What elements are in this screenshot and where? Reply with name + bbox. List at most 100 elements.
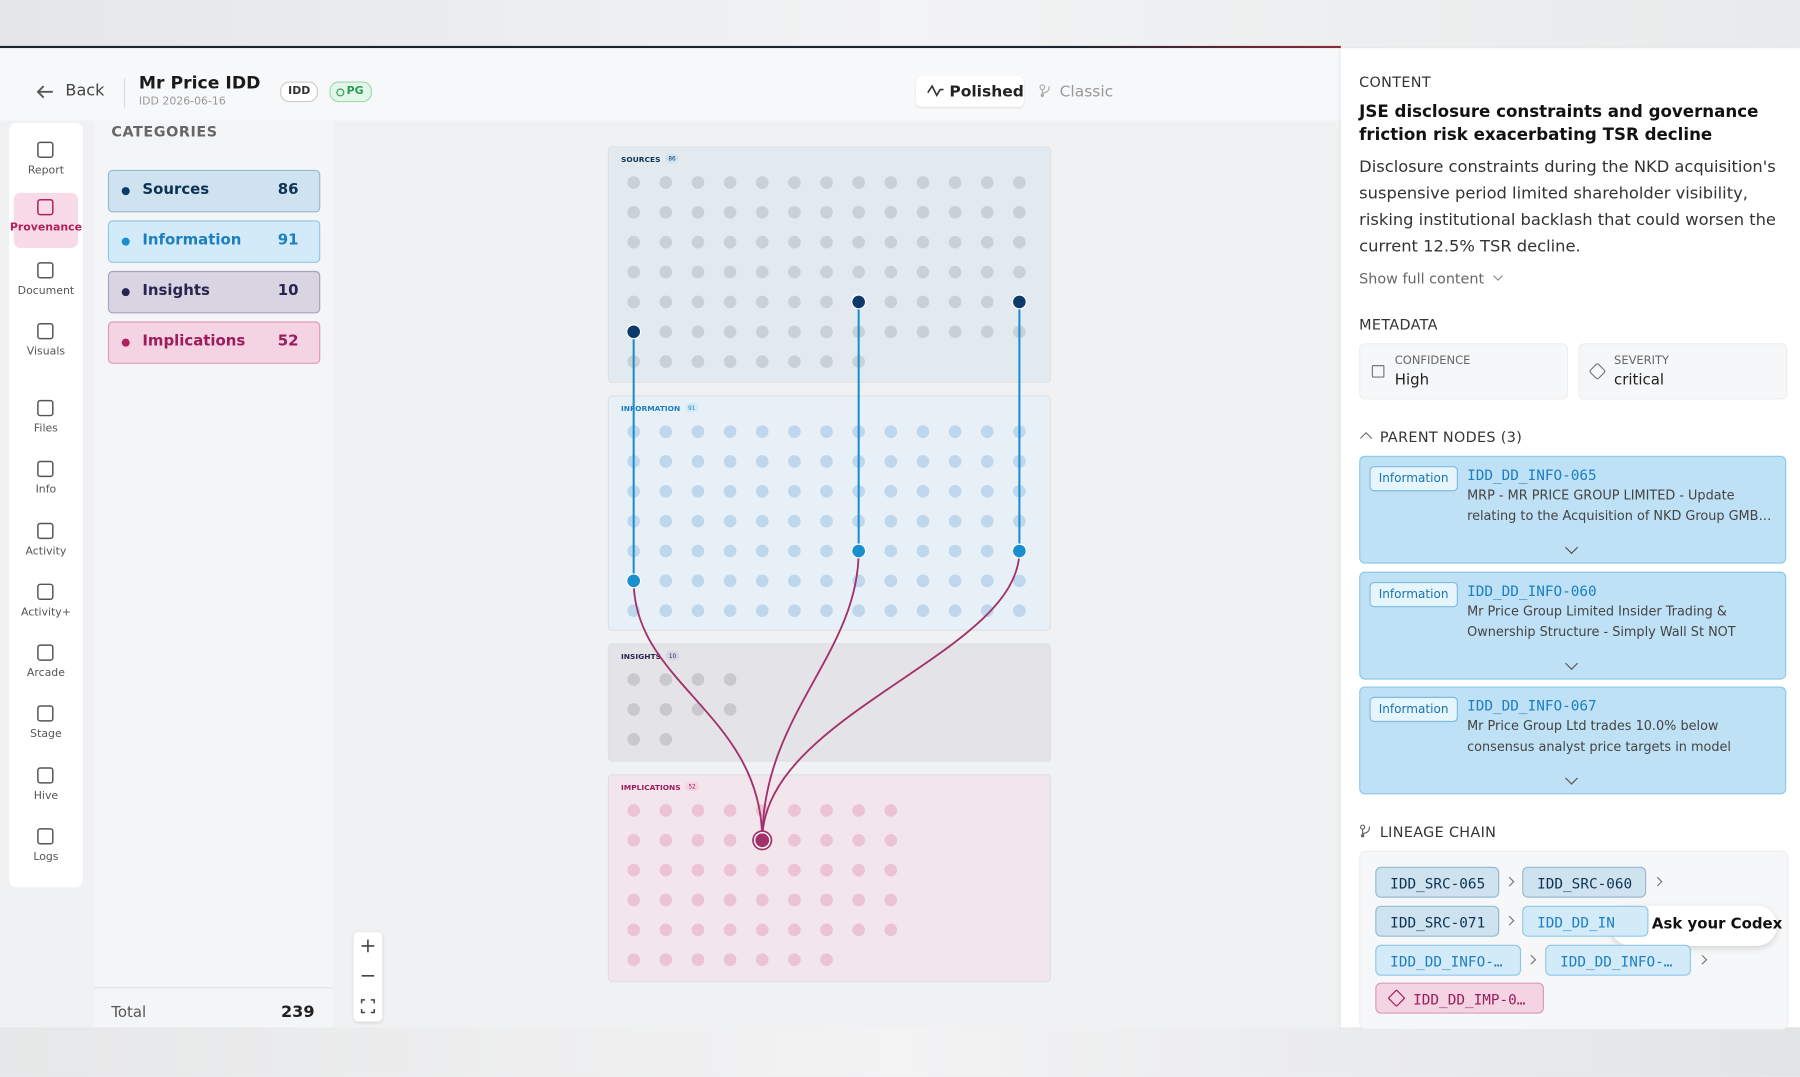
metadata-label: SEVERITY xyxy=(1614,354,1670,368)
nav-item[interactable]: Arcade xyxy=(26,666,65,680)
graph-node-active xyxy=(1011,294,1027,310)
classic-tab-label[interactable]: Classic xyxy=(1059,82,1114,102)
lineage-chip[interactable]: IDD_DD_IN xyxy=(1522,905,1649,937)
category-name[interactable]: Information xyxy=(142,231,242,250)
polished-tab-label[interactable]: Polished xyxy=(949,82,1024,102)
graph-node-active xyxy=(626,573,642,589)
lineage-chip[interactable]: IDD_SRC-060 xyxy=(1522,866,1647,898)
graph-node xyxy=(884,604,898,618)
graph-node xyxy=(659,325,673,339)
lineage-chip[interactable]: IDD_DD_INFO-… xyxy=(1375,944,1522,976)
section-label: LINEAGE CHAIN xyxy=(1379,823,1497,841)
graph-node xyxy=(820,923,833,937)
graph-node xyxy=(627,265,640,279)
graph-node xyxy=(980,514,994,528)
graph-node xyxy=(659,295,673,309)
graph-node xyxy=(788,325,801,339)
nav-item[interactable]: Activity+ xyxy=(20,606,71,619)
graph-node xyxy=(948,265,962,279)
category[interactable] xyxy=(107,270,321,314)
graph-node xyxy=(691,265,705,279)
ask-label[interactable]: Ask your Codex xyxy=(1651,916,1783,934)
section-label: METADATA xyxy=(1359,315,1438,333)
graph-node xyxy=(723,176,737,189)
graph-node xyxy=(659,514,673,528)
nav-item[interactable]: Info xyxy=(35,483,57,496)
section-label: CONTENT xyxy=(1359,73,1431,91)
graph-node xyxy=(948,574,962,588)
graph-node xyxy=(755,485,769,498)
graph-node xyxy=(723,673,737,686)
graph-node xyxy=(980,235,994,249)
icon-shape xyxy=(37,141,54,159)
nav-item[interactable]: Activity xyxy=(25,545,67,558)
graph-node xyxy=(980,176,994,189)
nav-item[interactable]: Hive xyxy=(33,789,59,803)
parent-text: Mr Price Group Ltd trades 10.0% below co… xyxy=(1467,718,1731,755)
badge: PG xyxy=(329,81,372,103)
nav-icon xyxy=(37,828,54,845)
graph-node xyxy=(820,325,833,339)
section-count: 91 xyxy=(688,406,696,412)
category-name[interactable]: Sources xyxy=(142,181,210,199)
graph-node xyxy=(659,804,673,817)
graph-node xyxy=(723,544,737,558)
nav-item[interactable]: Logs xyxy=(33,850,59,864)
section-label: Sources xyxy=(621,155,660,164)
graph-node xyxy=(948,544,962,558)
node-title: JSE disclosure constraints and governanc… xyxy=(1359,103,1759,145)
graph-node xyxy=(820,425,833,438)
nav-item[interactable]: Stage xyxy=(30,727,62,741)
icon-shape xyxy=(37,322,54,340)
graph-node-active xyxy=(1011,543,1027,559)
graph-node xyxy=(788,235,801,249)
parent-card[interactable] xyxy=(1359,571,1787,680)
graph-node xyxy=(627,833,640,847)
nav-item[interactable]: Provenance xyxy=(9,221,82,235)
category-name[interactable]: Implications xyxy=(142,332,246,351)
category-name[interactable]: Insights xyxy=(142,282,210,300)
category[interactable] xyxy=(107,321,321,364)
graph-node xyxy=(980,265,994,279)
graph-node xyxy=(755,295,769,309)
graph-node xyxy=(788,485,801,498)
graph-node xyxy=(884,235,898,249)
lineage-chip[interactable]: IDD_SRC-071 xyxy=(1375,905,1500,937)
nav-item[interactable]: Document xyxy=(17,284,75,298)
graph-node xyxy=(884,295,898,309)
nav-icon xyxy=(37,705,54,722)
fit-view[interactable] xyxy=(360,999,375,1014)
chevron[interactable] xyxy=(1359,430,1373,441)
back-icon[interactable] xyxy=(34,83,55,101)
zoom-in[interactable] xyxy=(361,939,375,953)
category[interactable] xyxy=(107,169,321,213)
category-count: 86 xyxy=(277,181,299,199)
lineage-chip[interactable]: IDD_SRC-065 xyxy=(1375,866,1500,898)
category[interactable] xyxy=(107,220,321,263)
graph-node xyxy=(627,176,640,189)
graph-node xyxy=(820,893,833,907)
parent-id: IDD_DD_INFO-065 xyxy=(1467,466,1597,484)
badge: IDD xyxy=(280,81,319,103)
lineage-chip[interactable]: IDD_DD_INFO-… xyxy=(1545,944,1691,976)
lineage-chip[interactable]: IDD_DD_IMP-0… xyxy=(1375,982,1545,1014)
graph-node xyxy=(691,804,705,817)
graph-node xyxy=(884,833,898,847)
graph-node xyxy=(852,235,865,249)
graph-node xyxy=(755,863,769,877)
nav-item[interactable]: Report xyxy=(27,164,64,177)
graph-node xyxy=(723,804,737,817)
nav-item[interactable]: Files xyxy=(33,422,58,436)
graph-node xyxy=(755,325,769,339)
graph-section xyxy=(607,146,1051,383)
graph-node xyxy=(755,574,769,588)
section-label: PARENT NODES (3) xyxy=(1379,428,1523,446)
node-body: Disclosure constraints during the NKD ac… xyxy=(1359,158,1776,256)
metadata-label: CONFIDENCE xyxy=(1394,354,1471,368)
show-full-content[interactable]: Show full content xyxy=(1359,269,1485,287)
back-button[interactable]: Back xyxy=(65,81,105,100)
icon-shape xyxy=(37,583,54,600)
nav-item[interactable]: Visuals xyxy=(26,345,66,359)
graph-edge xyxy=(761,551,1021,841)
